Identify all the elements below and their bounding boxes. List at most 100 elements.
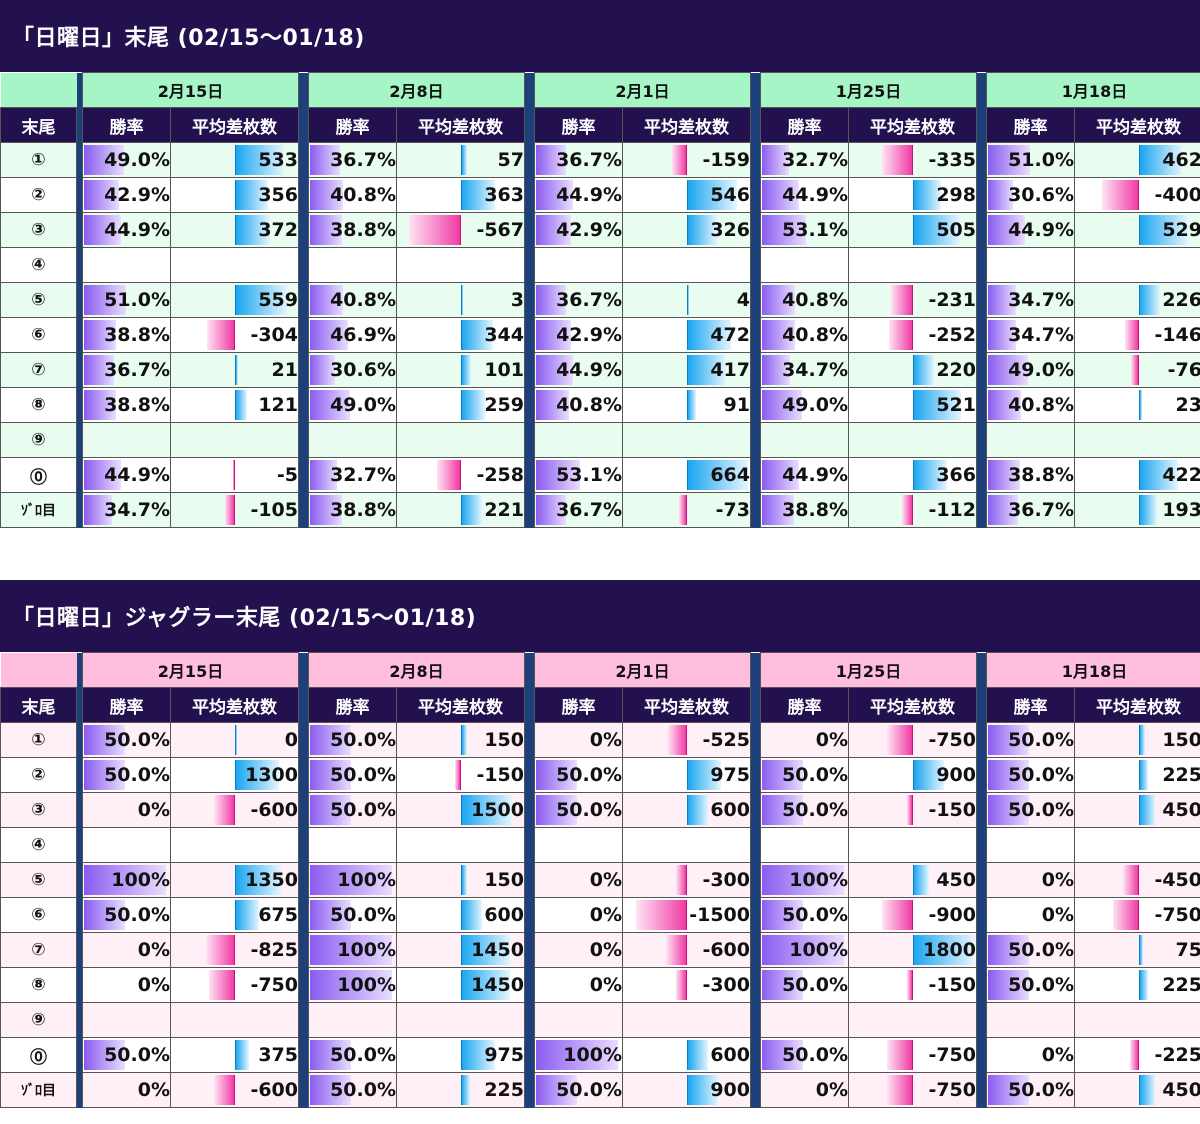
column-divider [298, 352, 309, 388]
win-rate-value: 0% [137, 799, 170, 821]
win-rate-value: 0% [137, 939, 170, 961]
positive-diff-bar [686, 760, 721, 790]
column-divider [298, 177, 309, 213]
avg-diff-cell: 450 [1074, 792, 1200, 828]
avg-diff-cell: 1800 [848, 932, 977, 968]
avg-diff-cell: 91 [622, 387, 751, 423]
win-rate-cell: 49.0% [308, 387, 397, 423]
negative-diff-bar [678, 495, 687, 525]
win-rate-cell: 0% [534, 897, 623, 933]
table-row: ⑥ 38.8% -304 46.9% 344 42.9% 472 40.8% -252 34.7%… [0, 317, 1200, 353]
negative-diff-bar [208, 970, 235, 1000]
column-divider [976, 757, 987, 793]
win-rate-bar [988, 460, 1020, 490]
avg-diff-value: 372 [258, 219, 298, 241]
win-rate-cell: 50.0% [308, 897, 397, 933]
column-divider [298, 967, 309, 1003]
column-divider [298, 422, 309, 458]
win-rate-bar [762, 145, 789, 175]
win-rate-cell [82, 1002, 171, 1038]
negative-diff-bar [454, 760, 461, 790]
column-divider [298, 247, 309, 283]
column-divider [750, 457, 761, 493]
win-rate-cell: 100% [760, 862, 849, 898]
avg-diff-cell: 1450 [396, 932, 525, 968]
win-rate-bar [536, 320, 571, 350]
column-divider [750, 722, 761, 758]
win-rate-bar [310, 145, 340, 175]
positive-diff-bar [234, 760, 279, 790]
column-divider [76, 317, 83, 353]
avg-diff-cell: 600 [622, 792, 751, 828]
win-rate-cell [986, 422, 1075, 458]
avg-diff-value: -750 [250, 974, 298, 996]
avg-diff-cell [848, 422, 977, 458]
avg-diff-cell [396, 247, 525, 283]
win-rate-value: 50.0% [1008, 974, 1074, 996]
win-rate-bar [988, 970, 1029, 1000]
win-rate-bar [536, 215, 571, 245]
table-row: ⑦ 0% -825 100% 1450 0% -600 100% 1800 50.0% 75 [0, 932, 1200, 968]
column-divider [298, 897, 309, 933]
win-rate-bar [310, 935, 392, 965]
win-rate-value: 34.7% [1008, 289, 1074, 311]
table-row: ｿﾞﾛ目 0% -600 50.0% 225 50.0% 900 0% -750 50.0% 450 [0, 1072, 1200, 1108]
avg-diff-value: -400 [1154, 184, 1200, 206]
column-divider [524, 457, 535, 493]
column-divider [76, 757, 83, 793]
avg-diff-value: 220 [936, 359, 976, 381]
column-divider [76, 247, 83, 283]
table-row: ③ 44.9% 372 38.8% -567 42.9% 326 53.1% 505 44.9% 5… [0, 212, 1200, 248]
positive-diff-bar [1138, 215, 1188, 245]
win-rate-value: 0% [589, 974, 622, 996]
positive-diff-bar [234, 725, 237, 755]
win-rate-cell: 36.7% [82, 352, 171, 388]
diff-column-header: 平均差枚数 [396, 687, 525, 723]
negative-diff-bar [1124, 320, 1139, 350]
date-header: 1月25日 [760, 72, 977, 108]
win-rate-bar [84, 495, 112, 525]
column-divider [524, 827, 535, 863]
end-label: ⑥ [0, 317, 77, 353]
avg-diff-cell: 900 [848, 757, 977, 793]
win-rate-bar [84, 725, 125, 755]
avg-diff-cell: -750 [848, 1072, 977, 1108]
avg-diff-cell: -600 [622, 932, 751, 968]
win-rate-cell [986, 827, 1075, 863]
win-rate-value: 100% [337, 869, 396, 891]
win-rate-bar [310, 180, 343, 210]
positive-diff-bar [460, 1040, 495, 1070]
avg-diff-cell: 220 [848, 352, 977, 388]
win-rate-value: 50.0% [1008, 764, 1074, 786]
positive-diff-bar [686, 460, 748, 490]
win-rate-cell: 50.0% [82, 1037, 171, 1073]
avg-diff-cell: 450 [1074, 1072, 1200, 1108]
win-rate-value: 46.9% [330, 324, 396, 346]
win-rate-value: 0% [815, 1079, 848, 1101]
tail-number-table-wrap: 2月15日 2月8日 2月1日 1月25日 1月18日 末尾 勝率 平均差枚数 勝率 平均差枚数勝… [0, 72, 1200, 528]
win-rate-value: 100% [337, 974, 396, 996]
column-divider [298, 652, 309, 688]
avg-diff-cell: -750 [1074, 897, 1200, 933]
section-title: 「日曜日」末尾 (02/15〜01/18) [0, 0, 1200, 72]
column-divider [976, 212, 987, 248]
avg-diff-cell: 529 [1074, 212, 1200, 248]
avg-diff-cell: 450 [848, 862, 977, 898]
win-rate-cell: 0% [534, 722, 623, 758]
column-divider [76, 652, 83, 688]
win-rate-cell: 34.7% [760, 352, 849, 388]
avg-diff-cell [848, 827, 977, 863]
win-rate-cell: 50.0% [308, 722, 397, 758]
negative-diff-bar [906, 795, 913, 825]
win-rate-bar [310, 215, 342, 245]
avg-diff-value: 675 [258, 904, 298, 926]
date-header: 1月18日 [986, 652, 1200, 688]
win-rate-cell: 51.0% [986, 142, 1075, 178]
table-row: ⑦ 36.7% 21 30.6% 101 44.9% 417 34.7% 220 49.0% -76 [0, 352, 1200, 388]
win-rate-value: 100% [337, 939, 396, 961]
win-rate-cell: 50.0% [82, 722, 171, 758]
avg-diff-cell [396, 1002, 525, 1038]
win-rate-value: 0% [1041, 869, 1074, 891]
column-divider [524, 897, 535, 933]
negative-diff-bar [408, 215, 461, 245]
